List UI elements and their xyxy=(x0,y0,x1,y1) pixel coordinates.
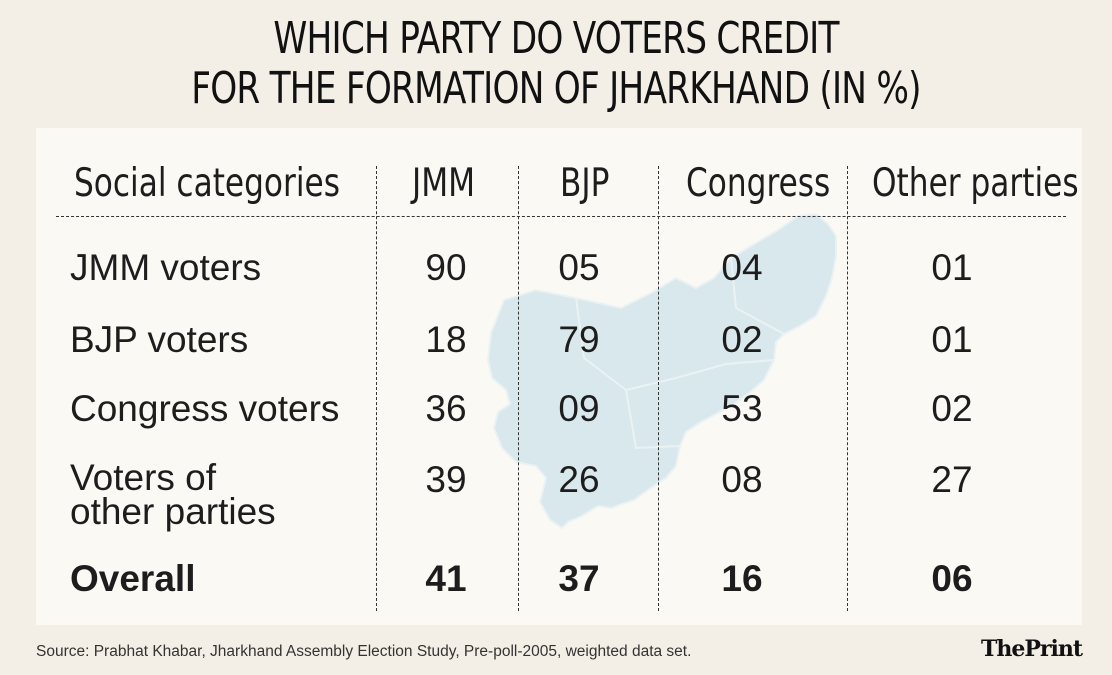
cell-bjp-voters-jmm: 18 xyxy=(425,319,467,360)
cell-jmm-voters-jmm: 90 xyxy=(425,247,467,288)
cell-bjp-voters-congress: 02 xyxy=(721,319,763,360)
cell-bjp-voters-other: 01 xyxy=(931,319,973,360)
cell-jmm-voters-bjp: 05 xyxy=(558,247,600,288)
title-line-2: FOR THE FORMATION OF JHARKHAND (IN %) xyxy=(191,63,921,114)
cell-congress-voters-congress: 53 xyxy=(721,388,763,429)
table-card: Social categories JMM BJP Congress Other… xyxy=(36,128,1082,625)
cell-congress-voters-other: 02 xyxy=(931,388,973,429)
row-label-congress-voters: Congress voters xyxy=(70,388,340,429)
title-line-1: WHICH PARTY DO VOTERS CREDIT xyxy=(273,13,839,64)
header-social-categories: Social categories xyxy=(74,161,340,206)
cell-congress-voters-jmm: 36 xyxy=(425,388,467,429)
cell-overall-congress: 16 xyxy=(721,558,763,599)
cell-other-voters-congress: 08 xyxy=(721,459,763,500)
cell-bjp-voters-bjp: 79 xyxy=(558,319,600,360)
brand-logo: ThePrint xyxy=(980,636,1083,662)
row-label-jmm-voters: JMM voters xyxy=(70,247,262,288)
column-divider xyxy=(518,166,519,611)
row-label-voters-of-other-parties: Voters of other parties xyxy=(70,457,276,532)
column-divider xyxy=(847,166,848,611)
row-label-bjp-voters: BJP voters xyxy=(70,319,249,360)
map-shape xyxy=(486,212,837,530)
column-divider xyxy=(376,166,377,611)
header-divider xyxy=(56,216,1066,217)
row-label-line-1: Voters of xyxy=(70,457,217,498)
cell-other-voters-jmm: 39 xyxy=(425,459,467,500)
cell-jmm-voters-congress: 04 xyxy=(721,247,763,288)
source-note: Source: Prabhat Khabar, Jharkhand Assemb… xyxy=(36,643,692,660)
header-congress: Congress xyxy=(686,161,831,206)
cell-jmm-voters-other: 01 xyxy=(931,247,973,288)
header-bjp: BJP xyxy=(560,161,610,206)
cell-overall-bjp: 37 xyxy=(558,558,600,599)
cell-overall-other: 06 xyxy=(931,558,973,599)
chart-title: WHICH PARTY DO VOTERS CREDIT FOR THE FOR… xyxy=(122,14,989,114)
header-other-parties: Other parties xyxy=(872,161,1079,206)
row-label-line-2: other parties xyxy=(70,491,276,532)
cell-congress-voters-bjp: 09 xyxy=(558,388,600,429)
header-jmm: JMM xyxy=(412,161,476,206)
cell-overall-jmm: 41 xyxy=(425,558,467,599)
row-label-overall: Overall xyxy=(70,558,196,599)
jharkhand-map-watermark xyxy=(486,212,837,530)
column-divider xyxy=(658,166,659,611)
cell-other-voters-other: 27 xyxy=(931,459,973,500)
cell-other-voters-bjp: 26 xyxy=(558,459,600,500)
